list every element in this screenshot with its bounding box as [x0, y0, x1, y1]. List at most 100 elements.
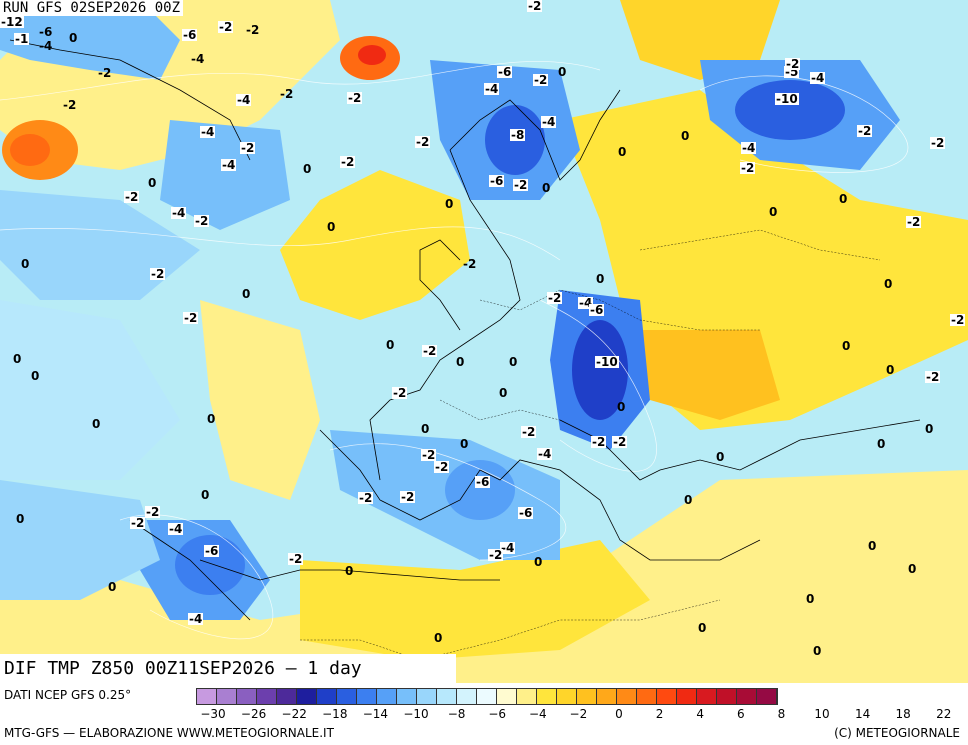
anomaly-label: -2 [740, 161, 756, 175]
anomaly-label: -2 [130, 516, 146, 530]
anomaly-label: -2 [513, 178, 529, 192]
anomaly-label: 0 [303, 162, 312, 176]
scale-tick-label: 6 [736, 707, 745, 721]
anomaly-label: -2 [527, 0, 543, 13]
anomaly-label: 0 [460, 437, 469, 451]
anomaly-label: 0 [201, 488, 210, 502]
anomaly-label: -2 [280, 87, 294, 101]
scale-swatch [357, 689, 377, 704]
scale-swatch [497, 689, 517, 704]
scale-tick-label: −26 [240, 707, 267, 721]
anomaly-label: -4 [484, 82, 500, 96]
scale-swatch [597, 689, 617, 704]
anomaly-label: -2 [521, 425, 537, 439]
anomaly-label: -10 [775, 92, 799, 106]
anomaly-label: -2 [240, 141, 256, 155]
anomaly-label: -4 [191, 52, 205, 66]
scale-tick-label: −8 [447, 707, 466, 721]
credit-left: MTG-GFS — ELABORAZIONE WWW.METEOGIORNALE… [4, 726, 334, 740]
anomaly-label: 0 [618, 145, 627, 159]
anomaly-label: 0 [769, 205, 778, 219]
scale-tick-label: −2 [569, 707, 588, 721]
anomaly-label: 0 [877, 437, 886, 451]
anomaly-label: 0 [499, 386, 508, 400]
scale-swatch [757, 689, 777, 704]
scale-swatch [377, 689, 397, 704]
anomaly-label: 0 [31, 369, 40, 383]
anomaly-label: -8 [510, 128, 526, 142]
map-title: DIF TMP Z850 00Z11SEP2026 — 1 day [0, 654, 456, 683]
anomaly-label: -2 [857, 124, 873, 138]
anomaly-label: 0 [327, 220, 336, 234]
anomaly-label: 0 [534, 555, 543, 569]
scale-swatch [277, 689, 297, 704]
anomaly-label: 0 [445, 197, 454, 211]
anomaly-label: 0 [886, 363, 895, 377]
anomaly-label: -10 [595, 355, 619, 369]
anomaly-label: -2 [218, 20, 234, 34]
anomaly-label: -2 [785, 57, 801, 71]
anomaly-label: 0 [21, 257, 30, 271]
scale-swatch [317, 689, 337, 704]
scale-tick-label: 22 [936, 707, 952, 721]
anomaly-label: -2 [422, 344, 438, 358]
scale-tick-label: −18 [322, 707, 348, 721]
anomaly-label: 0 [617, 400, 626, 414]
anomaly-label: -2 [124, 190, 140, 204]
scale-swatch [557, 689, 577, 704]
anomaly-label: -4 [810, 71, 826, 85]
anomaly-label: 0 [456, 355, 465, 369]
anomaly-label: 0 [345, 564, 354, 578]
scale-tick-label: −22 [281, 707, 307, 721]
anomaly-label: 0 [13, 352, 22, 366]
anomaly-label: 0 [925, 422, 934, 436]
color-scale [196, 688, 778, 705]
anomaly-label: 0 [434, 631, 443, 645]
anomaly-label: -6 [475, 475, 491, 489]
anomaly-label: -2 [340, 155, 356, 169]
anomaly-label: 0 [386, 338, 395, 352]
anomaly-label: -2 [906, 215, 922, 229]
anomaly-label: 0 [806, 592, 815, 606]
anomaly-label: 0 [92, 417, 101, 431]
anomaly-label: 0 [716, 450, 725, 464]
anomaly-label: 0 [108, 580, 117, 594]
data-source-label: DATI NCEP GFS 0.25° [4, 688, 132, 702]
anomaly-label: -2 [358, 491, 374, 505]
anomaly-label: -6 [589, 303, 605, 317]
scale-swatch [517, 689, 537, 704]
anomaly-label: -4 [741, 141, 757, 155]
scale-swatch [677, 689, 697, 704]
anomaly-label: -2 [421, 448, 437, 462]
anomaly-label: 0 [681, 129, 690, 143]
anomaly-label: 0 [421, 422, 430, 436]
scale-swatch [197, 689, 217, 704]
anomaly-label: -2 [400, 490, 416, 504]
scale-swatch [657, 689, 677, 704]
anomaly-label: -4 [168, 522, 184, 536]
scale-tick-label: 2 [655, 707, 664, 721]
anomaly-label: -2 [288, 552, 304, 566]
anomaly-label: -4 [200, 125, 216, 139]
anomaly-label: 0 [242, 287, 251, 301]
anomaly-label: 0 [698, 621, 707, 635]
credit-right: (C) METEOGIORNALE [834, 726, 960, 740]
scale-swatch [737, 689, 757, 704]
scale-tick-label: −4 [528, 707, 547, 721]
anomaly-label: -2 [98, 66, 112, 80]
anomaly-label: -2 [547, 291, 563, 305]
anomaly-label: -4 [541, 115, 557, 129]
scale-swatch [337, 689, 357, 704]
anomaly-label: -2 [930, 136, 946, 150]
anomaly-label: -6 [39, 25, 53, 39]
anomaly-label: -6 [497, 65, 513, 79]
scale-tick-label: 14 [854, 707, 871, 721]
anomaly-label: -2 [63, 98, 77, 112]
anomaly-label: 0 [207, 412, 216, 426]
anomaly-label: -2 [434, 460, 450, 474]
anomaly-label: 0 [813, 644, 822, 658]
anomaly-label: -4 [236, 93, 252, 107]
anomaly-label: -2 [415, 135, 431, 149]
anomaly-label: 0 [908, 562, 917, 576]
scale-swatch [577, 689, 597, 704]
